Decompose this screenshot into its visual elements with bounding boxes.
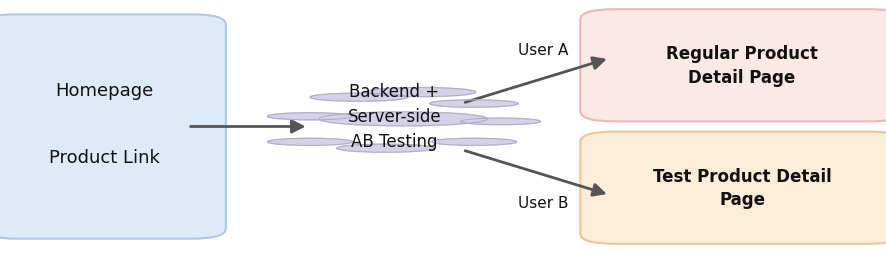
Text: Backend +
Server-side
AB Testing: Backend + Server-side AB Testing (347, 83, 441, 151)
Ellipse shape (431, 139, 517, 146)
Text: Homepage: Homepage (55, 82, 153, 99)
Text: User A: User A (518, 43, 569, 58)
Ellipse shape (310, 94, 408, 102)
Text: Regular Product
Detail Page: Regular Product Detail Page (666, 45, 818, 87)
Ellipse shape (430, 101, 518, 108)
Ellipse shape (366, 88, 476, 97)
Ellipse shape (337, 145, 434, 153)
FancyBboxPatch shape (580, 10, 886, 122)
Ellipse shape (319, 113, 487, 126)
Text: Test Product Detail
Page: Test Product Detail Page (653, 167, 831, 209)
Ellipse shape (461, 119, 540, 125)
Text: User B: User B (518, 196, 569, 211)
Text: Product Link: Product Link (49, 149, 159, 166)
FancyBboxPatch shape (580, 132, 886, 244)
FancyBboxPatch shape (0, 15, 226, 239)
Ellipse shape (268, 113, 353, 120)
Ellipse shape (268, 139, 353, 146)
